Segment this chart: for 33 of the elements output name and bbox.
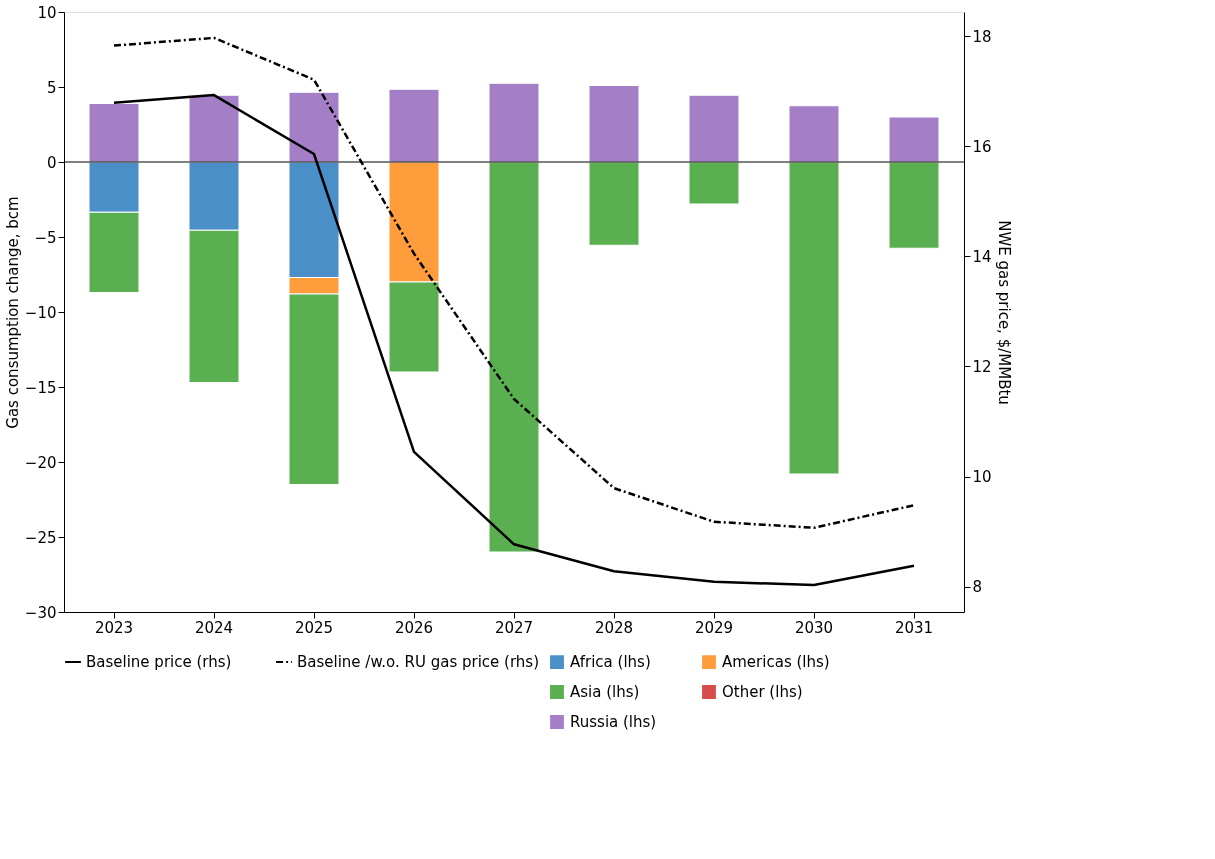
x-tick-label: 2030 [794,618,834,637]
y-axis-title: Gas consumption change, bcm [3,196,22,429]
legend-label: Baseline price (rhs) [86,653,232,671]
y-tick-label: 0 [46,153,57,172]
y2-tick-label: 16 [972,137,992,156]
x-tick-label: 2025 [294,618,334,637]
legend-label: Other (lhs) [722,683,803,701]
y2-axis-title: NWE gas price, $/MMBtu [994,220,1013,405]
x-tick-label: 2024 [194,618,234,637]
y2-tick-label: 14 [972,247,992,266]
x-tick-label: 2027 [494,618,534,637]
y2-tick-label: 18 [972,27,992,46]
legend-label: Baseline /w.o. RU gas price (rhs) [297,653,540,671]
y-tick-label: 10 [37,3,57,22]
legend-label: Russia (lhs) [570,713,657,731]
y-tick-label: −5 [34,228,57,247]
legend-label: Africa (lhs) [570,653,651,672]
y-tick-label: −20 [24,453,57,472]
y2-tick-label: 8 [972,578,983,597]
x-tick-label: 2028 [594,618,634,637]
y-tick-label: −15 [24,378,57,397]
y-tick-label: 5 [46,78,57,97]
legend-label: Americas (lhs) [722,653,830,672]
x-tick-label: 2026 [394,618,434,637]
legend-label: Asia (lhs) [570,683,640,701]
y2-tick-label: 12 [972,358,992,376]
y-tick-label: −30 [24,603,57,622]
y2-tick-label: 10 [972,468,992,487]
x-tick-label: 2023 [94,618,134,637]
y-tick-label: −10 [24,303,57,322]
x-tick-label: 2031 [894,618,934,637]
y-tick-label: −25 [24,528,57,547]
x-tick-label: 2029 [694,618,734,637]
